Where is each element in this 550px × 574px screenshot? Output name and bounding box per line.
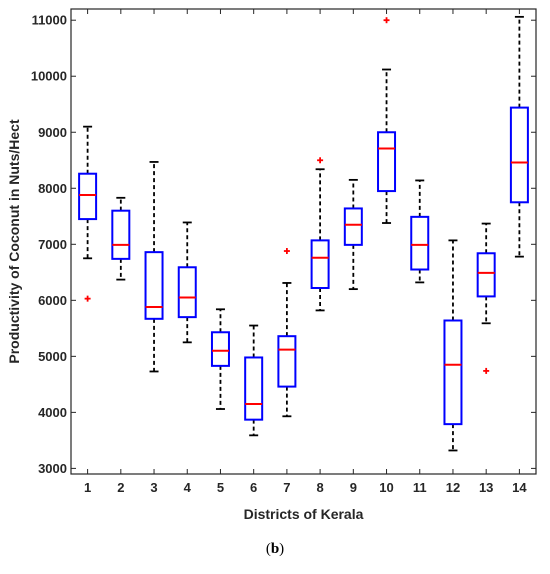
box-iqr <box>78 172 98 221</box>
boxes-layer <box>78 15 529 452</box>
x-axis-title: Districts of Kerala <box>244 506 364 522</box>
x-tick-label: 13 <box>479 480 493 495</box>
x-tick-label: 2 <box>117 480 124 495</box>
outlier-marker <box>283 248 290 255</box>
box-iqr <box>343 207 363 246</box>
x-tick-label: 9 <box>350 480 357 495</box>
box-11 <box>410 179 430 284</box>
caption-letter: b <box>270 541 280 557</box>
box-9 <box>343 178 363 291</box>
box-10 <box>377 17 397 224</box>
y-tick-label: 4000 <box>38 405 67 420</box>
y-tick-label: 9000 <box>38 125 67 140</box>
x-tick-label: 14 <box>512 480 527 495</box>
y-tick-label: 3000 <box>38 461 67 476</box>
box-iqr <box>277 335 297 388</box>
plot-area <box>71 9 536 474</box>
y-tick-label: 6000 <box>38 293 67 308</box>
y-tick-label: 10000 <box>31 69 67 84</box>
box-iqr <box>410 215 430 271</box>
y-tick-label: 11000 <box>32 13 67 28</box>
outlier-marker <box>383 17 390 24</box>
y-tick-label: 5000 <box>38 349 67 364</box>
y-axis-title: Productivity of Coconut in Nuts/Hect <box>6 119 22 364</box>
caption-open: ( <box>265 541 271 557</box>
y-tick-label: 7000 <box>38 237 67 252</box>
box-iqr <box>476 252 496 298</box>
box-12 <box>443 239 463 452</box>
x-tick-label: 3 <box>150 480 157 495</box>
box-2 <box>111 196 131 281</box>
x-tick-label: 11 <box>413 480 427 495</box>
box-4 <box>177 221 197 344</box>
x-tick-label: 10 <box>379 480 393 495</box>
box-iqr <box>244 356 264 421</box>
box-1 <box>78 125 98 302</box>
box-iqr <box>377 131 397 193</box>
x-tick-label: 1 <box>84 480 91 495</box>
x-tick-label: 4 <box>184 480 192 495</box>
x-tick-label: 5 <box>217 480 224 495</box>
figure-caption: (b) <box>0 541 550 558</box>
outlier-marker <box>317 157 324 164</box>
box-3 <box>144 161 164 373</box>
box-iqr <box>443 319 463 426</box>
box-6 <box>244 324 264 437</box>
outlier-marker <box>84 295 91 302</box>
box-5 <box>210 308 230 410</box>
x-tick-label: 12 <box>446 480 460 495</box>
axes-frame <box>70 8 537 475</box>
box-8 <box>310 157 330 312</box>
box-iqr <box>111 209 131 260</box>
y-tick-label: 8000 <box>38 181 67 196</box>
box-iqr <box>210 331 230 367</box>
x-tick-label: 8 <box>316 480 323 495</box>
box-iqr <box>177 266 197 319</box>
box-7 <box>277 248 297 418</box>
x-tick-label: 6 <box>250 480 257 495</box>
box-iqr <box>310 239 330 289</box>
box-iqr <box>509 106 529 204</box>
box-13 <box>476 222 496 374</box>
x-tick-label: 7 <box>283 480 290 495</box>
box-14 <box>509 15 529 258</box>
box-iqr <box>144 251 164 320</box>
outlier-marker <box>483 367 490 374</box>
caption-close: ) <box>279 541 285 557</box>
